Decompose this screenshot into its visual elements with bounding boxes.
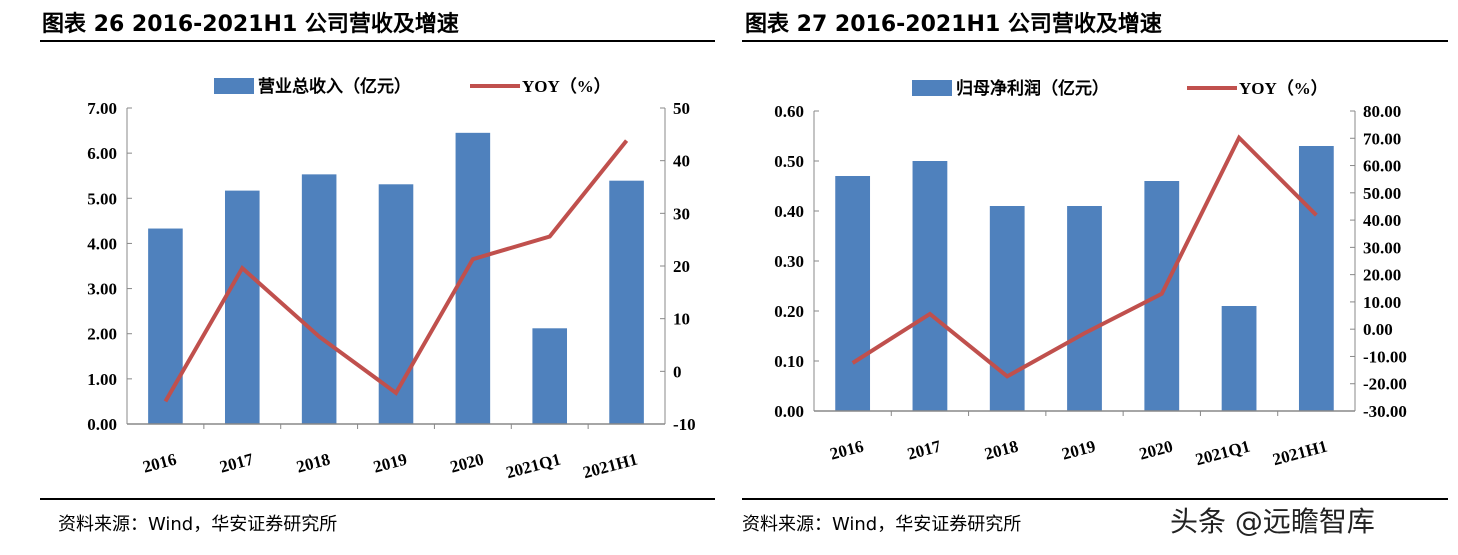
right-tick-label: 30.00 [1363, 238, 1401, 257]
left-tick-label: 5.00 [87, 189, 117, 208]
right-tick-label: -10.00 [1363, 347, 1407, 366]
right-tick-label: 50 [673, 99, 690, 118]
legend-bar-swatch [912, 80, 952, 96]
right-tick-label: 0.00 [1363, 320, 1393, 339]
right-tick-label: 20 [673, 257, 690, 276]
top-rule-right [742, 40, 1448, 42]
bar [1144, 181, 1180, 411]
left-tick-label: 2.00 [87, 325, 117, 344]
right-tick-label: 80.00 [1363, 102, 1401, 121]
figure-27-title: 图表 27 2016-2021H1 公司营收及增速 [745, 12, 1162, 37]
left-tick-label: 0.10 [774, 352, 804, 371]
left-tick-label: 0.30 [774, 252, 804, 271]
bar [1067, 206, 1102, 411]
right-tick-label: 10.00 [1363, 293, 1401, 312]
source-note-left: 资料来源：Wind，华安证券研究所 [58, 514, 338, 535]
right-tick-label: 70.00 [1363, 129, 1401, 148]
left-tick-label: 7.00 [87, 99, 117, 118]
legend-bar-label: 营业总收入（亿元） [258, 76, 411, 96]
figure-26-title: 图表 26 2016-2021H1 公司营收及增速 [42, 12, 459, 37]
x-tick-label: 2021H1 [1271, 437, 1330, 470]
left-tick-label: 0.00 [87, 415, 117, 434]
x-tick-label: 2019 [1060, 437, 1098, 464]
top-rule-left [40, 40, 715, 42]
left-tick-label: 0.20 [774, 302, 804, 321]
right-tick-label: 10 [673, 310, 690, 329]
legend-line-label: YOY（%） [1239, 78, 1328, 98]
bar [148, 228, 183, 424]
x-tick-label: 2017 [218, 449, 256, 476]
right-tick-label: 40.00 [1363, 211, 1401, 230]
x-tick-label: 2021Q1 [1193, 437, 1252, 470]
bar [835, 176, 871, 411]
bar [1298, 146, 1334, 411]
legend-bar-label: 归母净利润（亿元） [956, 78, 1109, 98]
bar [224, 190, 260, 424]
right-tick-label: -10 [673, 415, 696, 434]
watermark: 头条 @远瞻智库 [1170, 505, 1375, 538]
x-tick-label: 2020 [1137, 437, 1175, 464]
bar [532, 328, 568, 424]
right-tick-label: 50.00 [1363, 184, 1401, 203]
x-tick-label: 2016 [141, 450, 179, 477]
left-tick-label: 1.00 [87, 370, 117, 389]
right-tick-label: 20.00 [1363, 266, 1401, 285]
legend-bar-swatch [214, 78, 254, 94]
legend-line-label: YOY（%） [522, 76, 611, 96]
x-tick-label: 2018 [294, 450, 332, 477]
bar [301, 174, 337, 424]
x-tick-label: 2017 [905, 436, 943, 463]
x-tick-label: 2018 [982, 437, 1020, 464]
bottom-rule-left [40, 498, 715, 500]
bar [1221, 306, 1257, 411]
x-tick-label: 2021Q1 [504, 450, 563, 483]
bottom-rule-right [742, 498, 1448, 500]
bar [378, 184, 414, 424]
bar [609, 180, 644, 424]
right-tick-label: 0 [673, 362, 682, 381]
bar [912, 161, 948, 411]
right-tick-label: -30.00 [1363, 402, 1407, 421]
left-tick-label: 4.00 [87, 234, 117, 253]
x-tick-label: 2016 [828, 437, 866, 464]
left-tick-label: 0.00 [774, 402, 804, 421]
source-note-right: 资料来源：Wind，华安证券研究所 [742, 514, 1022, 535]
left-tick-label: 3.00 [87, 280, 117, 299]
left-tick-label: 0.60 [774, 102, 804, 121]
right-tick-label: 30 [673, 204, 690, 223]
right-tick-label: 40 [673, 152, 690, 171]
bar [989, 206, 1025, 411]
left-tick-label: 6.00 [87, 144, 117, 163]
x-tick-label: 2021H1 [581, 450, 640, 483]
right-tick-label: -20.00 [1363, 375, 1407, 394]
left-tick-label: 0.40 [774, 202, 804, 221]
left-tick-label: 0.50 [774, 152, 804, 171]
right-tick-label: 60.00 [1363, 157, 1401, 176]
x-tick-label: 2020 [448, 450, 486, 477]
x-tick-label: 2019 [371, 450, 409, 477]
